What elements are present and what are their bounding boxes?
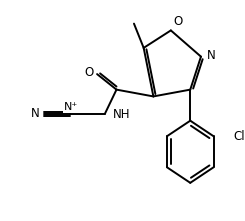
Text: N: N (31, 107, 40, 120)
Text: O: O (174, 15, 183, 29)
Text: O: O (84, 66, 93, 79)
Text: N⁺: N⁺ (64, 102, 78, 112)
Text: NH: NH (113, 108, 130, 121)
Text: N: N (207, 49, 216, 62)
Text: Cl: Cl (233, 130, 245, 143)
